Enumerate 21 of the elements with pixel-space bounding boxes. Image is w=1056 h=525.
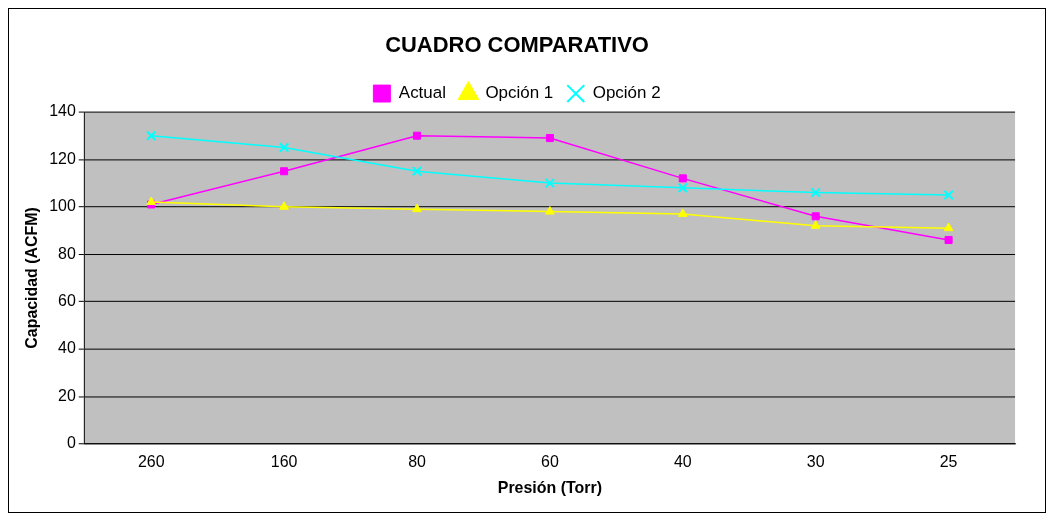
legend-label: Opción 1: [485, 83, 554, 103]
y-tick-label: 40: [58, 339, 76, 357]
x-axis-title: Presión (Torr): [497, 478, 603, 496]
legend-label: Opción 2: [592, 83, 661, 103]
y-tick-label: 20: [58, 386, 76, 404]
y-tick-label: 0: [66, 434, 76, 452]
y-tick-label: 80: [58, 244, 76, 262]
y-tick-label: 120: [49, 149, 76, 167]
x-tick-label: 80: [408, 452, 427, 470]
y-axis-title: Capacidad (ACFM): [22, 207, 40, 349]
x-tick-label: 40: [673, 452, 692, 470]
y-tick-label: 100: [49, 197, 76, 215]
chart-title: CUADRO COMPARATIVO: [385, 32, 649, 58]
x-tick-label: 25: [939, 452, 958, 470]
x-tick-label: 260: [137, 452, 165, 470]
y-tick-label: 60: [58, 292, 76, 310]
x-tick-label: 60: [541, 452, 559, 470]
x-tick-label: 30: [806, 452, 825, 470]
legend-label: Actual: [398, 83, 446, 103]
x-tick-label: 160: [270, 452, 298, 470]
y-tick-label: 140: [49, 102, 76, 120]
